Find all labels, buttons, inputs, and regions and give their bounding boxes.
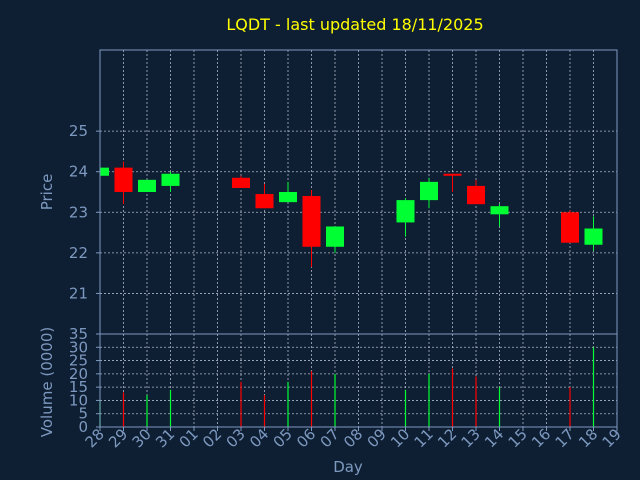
candle-03 — [232, 175, 250, 188]
candle-11 — [420, 177, 438, 209]
candle-body — [100, 167, 109, 176]
day-tick-label: 08 — [340, 425, 366, 451]
day-tick-label: 10 — [387, 425, 413, 451]
candle-body — [232, 177, 250, 188]
candle-14 — [490, 204, 509, 227]
candle-body — [561, 212, 579, 243]
candle-13 — [467, 179, 485, 205]
day-tick-label: 12 — [434, 425, 460, 451]
candle-12 — [443, 173, 462, 192]
candle-31 — [161, 171, 180, 192]
candle-body — [443, 173, 462, 176]
candle-28 — [99, 167, 109, 176]
day-tick-label: 02 — [199, 425, 225, 451]
candle-05 — [279, 181, 297, 203]
candle-06 — [302, 189, 321, 268]
candle-body — [255, 194, 274, 209]
chart-title: LQDT - last updated 18/11/2025 — [226, 15, 483, 34]
candle-body — [302, 196, 321, 247]
candle-04 — [255, 183, 274, 209]
day-tick-label: 05 — [270, 425, 296, 451]
day-tick-label: 30 — [129, 425, 155, 451]
volume-axis-label: Volume (0000) — [38, 327, 56, 437]
volume-tick-label: 0 — [78, 418, 88, 436]
candle-30 — [138, 179, 156, 192]
day-tick-label: 18 — [575, 425, 601, 451]
price-tick-label: 25 — [69, 122, 88, 140]
day-tick-label: 19 — [599, 425, 625, 451]
candle-29 — [114, 161, 133, 205]
candle-body — [396, 200, 415, 223]
price-tick-label: 23 — [69, 203, 88, 221]
day-tick-label: 01 — [176, 425, 202, 451]
day-tick-label: 16 — [528, 425, 554, 451]
day-tick-label: 17 — [552, 425, 578, 451]
day-tick-label: 29 — [105, 425, 131, 451]
day-tick-label: 15 — [505, 425, 531, 451]
day-axis-ticks: 2829303101020304050607080910111213141516… — [82, 425, 625, 451]
price-axis-ticks: 21 22 23 24 25 — [69, 122, 100, 302]
volume-bars — [99, 347, 595, 427]
day-tick-label: 31 — [152, 425, 178, 451]
candle-body — [161, 173, 180, 186]
day-tick-label: 04 — [246, 425, 272, 451]
price-tick-label: 22 — [69, 244, 88, 262]
day-tick-label: 06 — [293, 425, 319, 451]
volume-tick-label: 20 — [69, 365, 88, 383]
day-tick-label: 11 — [411, 425, 437, 451]
candle-07 — [326, 226, 344, 253]
volume-tick-label: 5 — [78, 405, 88, 423]
candle-18 — [584, 216, 603, 251]
candle-body — [114, 167, 133, 192]
volume-tick-label: 35 — [69, 325, 88, 343]
price-tick-label: 24 — [69, 163, 88, 181]
candle-17 — [561, 210, 579, 243]
candle-body — [326, 226, 344, 247]
price-tick-label: 21 — [69, 284, 88, 302]
candle-10 — [396, 198, 415, 237]
day-tick-label: 03 — [223, 425, 249, 451]
price-axis-label: Price — [38, 174, 56, 211]
volume-tick-label: 10 — [69, 391, 88, 409]
day-tick-label: 13 — [458, 425, 484, 451]
volume-tick-label: 30 — [69, 338, 88, 356]
candle-body — [279, 192, 297, 203]
candles — [99, 161, 603, 268]
day-tick-label: 14 — [481, 425, 507, 451]
candle-body — [467, 185, 485, 205]
candle-body — [584, 228, 603, 245]
volume-tick-label: 15 — [69, 378, 88, 396]
volume-tick-label: 25 — [69, 352, 88, 370]
candle-body — [138, 179, 156, 192]
day-tick-label: 09 — [364, 425, 390, 451]
grid — [100, 50, 617, 427]
day-tick-label: 07 — [317, 425, 343, 451]
candle-body — [420, 181, 438, 201]
candle-body — [490, 206, 509, 215]
day-axis-label: Day — [333, 458, 363, 476]
